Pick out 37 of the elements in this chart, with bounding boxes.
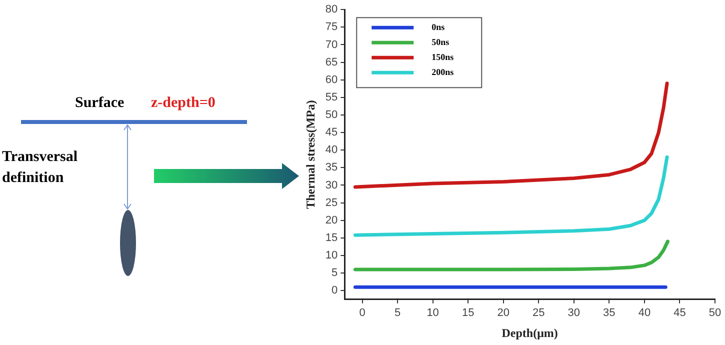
y-tick-label: 30 xyxy=(325,179,338,192)
x-axis-title: Depth(μm) xyxy=(502,326,558,340)
legend-label: 0ns xyxy=(432,22,446,32)
x-tick-label: 10 xyxy=(426,307,439,320)
text: Transversal definition xyxy=(2,148,79,188)
x-tick-label: 0 xyxy=(359,307,366,320)
y-tick-label: 75 xyxy=(325,21,338,34)
y-tick-label: 25 xyxy=(325,196,338,209)
y-tick-label: 35 xyxy=(325,162,338,174)
x-tick-label: 25 xyxy=(532,307,545,320)
x-tick-label: 20 xyxy=(497,307,510,320)
legend-label: 150ns xyxy=(432,52,454,62)
y-tick-label: 60 xyxy=(325,74,338,86)
x-tick-label: 50 xyxy=(708,307,722,320)
x-tick-label: 40 xyxy=(638,307,651,320)
y-tick-label: 55 xyxy=(325,91,338,104)
x-tick-label: 5 xyxy=(394,307,401,320)
y-axis-title: Thermal stress(MPa) xyxy=(303,100,318,209)
y-tick-label: 50 xyxy=(325,109,338,122)
y-tick-label: 70 xyxy=(325,38,338,51)
y-tick-label: 0 xyxy=(332,284,338,297)
x-tick-label: 15 xyxy=(462,307,474,320)
legend-label: 50ns xyxy=(432,36,450,47)
y-tick-label: 40 xyxy=(325,144,338,156)
x-tick-label: 45 xyxy=(674,307,686,320)
y-tick-label: 65 xyxy=(325,56,338,68)
legend-label: 200ns xyxy=(432,66,454,77)
text: z-depth=0 xyxy=(151,95,216,112)
y-tick-label: 80 xyxy=(325,4,338,16)
x-tick-label: 35 xyxy=(603,307,616,320)
x-tick-label: 30 xyxy=(568,307,580,320)
text: Surface xyxy=(75,95,124,112)
y-tick-label: 20 xyxy=(325,214,338,226)
y-tick-label: 45 xyxy=(325,126,338,139)
y-tick-label: 5 xyxy=(332,267,338,280)
y-tick-label: 15 xyxy=(325,232,338,244)
y-tick-label: 10 xyxy=(325,250,338,262)
